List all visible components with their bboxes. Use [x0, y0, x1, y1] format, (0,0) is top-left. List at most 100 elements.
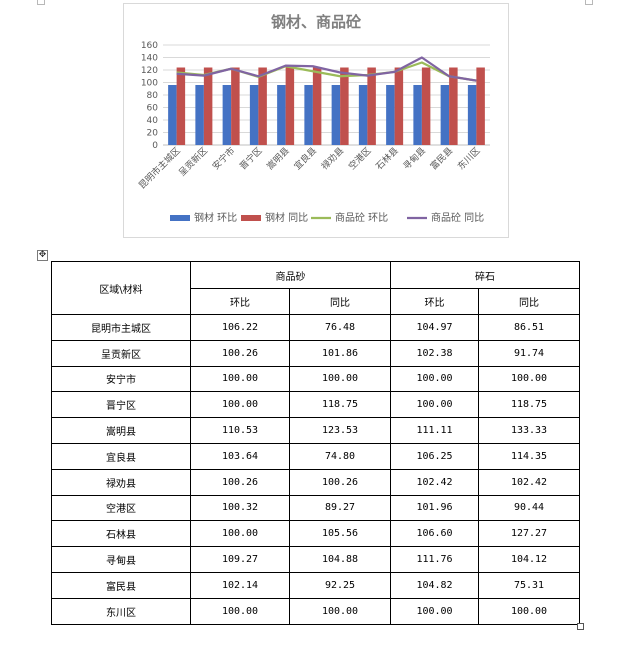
bar-steel-yoy [367, 67, 376, 145]
region-cell: 安宁市 [51, 365, 191, 393]
chart-container[interactable]: 钢材、商品砼 0 20 40 60 80 100 120 140 160 昆明市主城区 呈贡新区安… [123, 3, 509, 238]
legend-swatch [241, 215, 261, 221]
table-row: 东川区 100.00 100.00 100.00 100.00 [51, 597, 580, 625]
region-cell: 禄劝县 [51, 468, 191, 496]
value-cell: 102.42 [390, 468, 479, 496]
table-corner-header: 区域\材料 [51, 261, 191, 315]
x-tick-label: 晋宁区 [237, 145, 265, 173]
region-cell: 石林县 [51, 520, 191, 548]
x-tick-label: 昆明市主城区 [136, 145, 183, 192]
table-row: 空港区 100.32 89.27 101.96 90.44 [51, 494, 580, 522]
value-cell: 74.80 [289, 442, 391, 470]
value-cell: 102.42 [478, 468, 580, 496]
table-group-header-sand: 商品砂 [190, 261, 391, 289]
y-tick-label: 160 [141, 41, 158, 51]
chart-lines [176, 56, 477, 82]
value-cell: 86.51 [478, 314, 580, 341]
y-tick-label: 40 [147, 116, 159, 126]
value-cell: 100.00 [190, 391, 290, 419]
table-subheader: 同比 [289, 288, 391, 315]
y-tick-label: 120 [141, 66, 158, 76]
chart-title: 钢材、商品砼 [271, 13, 362, 31]
value-cell: 102.38 [390, 339, 479, 367]
bar-steel-mom [467, 85, 477, 145]
value-cell: 104.88 [289, 546, 391, 573]
bar-steel-mom [358, 85, 368, 145]
value-cell: 127.27 [478, 520, 580, 548]
bar-steel-yoy [312, 67, 322, 145]
y-tick-label: 80 [147, 91, 159, 101]
chart-legend: 钢材 环比 钢材 同比 商品砼 环比 商品砼 同比 [170, 211, 484, 224]
bar-steel-mom [168, 85, 177, 145]
table-row: 石林县 100.00 105.56 106.60 127.27 [51, 520, 580, 548]
bar-steel-yoy [449, 67, 458, 145]
table-row: 晋宁区 100.00 118.75 100.00 118.75 [51, 391, 580, 419]
value-cell: 90.44 [478, 494, 580, 522]
value-cell: 92.25 [289, 571, 391, 599]
value-cell: 100.00 [190, 520, 290, 548]
table-row: 寻甸县 109.27 104.88 111.76 104.12 [51, 546, 580, 573]
table-move-handle-icon[interactable]: ✥ [37, 250, 48, 261]
value-cell: 111.76 [390, 546, 479, 573]
bar-steel-mom [331, 85, 341, 145]
legend-label: 商品砼 同比 [431, 211, 484, 224]
value-cell: 100.32 [190, 494, 290, 522]
legend-label: 商品砼 环比 [335, 211, 388, 224]
chart-bars [168, 67, 485, 145]
region-cell: 晋宁区 [51, 391, 191, 419]
x-tick-label: 空港区 [346, 145, 374, 173]
value-cell: 100.00 [289, 365, 391, 393]
value-cell: 104.12 [478, 546, 580, 573]
value-cell: 114.35 [478, 442, 580, 470]
x-tick-label: 呈贡新区 [176, 145, 210, 179]
table-row: 安宁市 100.00 100.00 100.00 100.00 [51, 365, 580, 393]
region-cell: 呈贡新区 [51, 339, 191, 367]
table-row: 嵩明县 110.53 123.53 111.11 133.33 [51, 417, 580, 444]
value-cell: 102.14 [190, 571, 290, 599]
value-cell: 101.96 [390, 494, 479, 522]
value-cell: 101.86 [289, 339, 391, 367]
value-cell: 100.00 [190, 597, 290, 625]
x-tick-label: 安宁市 [210, 145, 238, 173]
region-cell: 东川区 [51, 597, 191, 625]
price-index-table: 区域\材料 商品砂 碎石 环比 同比 环比 同比 昆明市主城区 106.22 76.… [51, 261, 580, 625]
value-cell: 100.00 [478, 597, 580, 625]
value-cell: 100.00 [190, 365, 290, 393]
series-line [176, 56, 477, 82]
value-cell: 103.64 [190, 442, 290, 470]
bar-steel-yoy [203, 67, 213, 145]
table-row: 富民县 102.14 92.25 104.82 75.31 [51, 571, 580, 599]
value-cell: 118.75 [478, 391, 580, 419]
bar-steel-yoy [421, 67, 431, 145]
table-row: 呈贡新区 100.26 101.86 102.38 91.74 [51, 339, 580, 367]
bar-steel-mom [386, 85, 395, 145]
bar-steel-mom [222, 85, 232, 145]
y-tick-label: 0 [152, 141, 158, 151]
y-tick-label: 60 [147, 104, 159, 114]
table-subheader: 同比 [478, 288, 580, 315]
value-cell: 104.82 [390, 571, 479, 599]
bar-steel-yoy [285, 67, 295, 145]
x-tick-label: 禄劝县 [319, 145, 347, 173]
value-cell: 100.26 [289, 468, 391, 496]
bar-steel-yoy [176, 67, 186, 145]
bar-steel-yoy [340, 67, 349, 145]
value-cell: 100.00 [390, 597, 479, 625]
x-tick-label: 富民县 [428, 145, 456, 173]
legend-swatch [170, 215, 190, 221]
region-cell: 富民县 [51, 571, 191, 599]
bar-steel-mom [440, 85, 450, 145]
value-cell: 110.53 [190, 417, 290, 444]
value-cell: 75.31 [478, 571, 580, 599]
value-cell: 76.48 [289, 314, 391, 341]
region-cell: 昆明市主城区 [51, 314, 191, 341]
value-cell: 111.11 [390, 417, 479, 444]
region-cell: 空港区 [51, 494, 191, 522]
value-cell: 106.60 [390, 520, 479, 548]
bar-steel-yoy [476, 67, 485, 145]
table-resize-handle[interactable] [577, 623, 584, 630]
region-cell: 寻甸县 [51, 546, 191, 573]
value-cell: 100.00 [478, 365, 580, 393]
bar-steel-yoy [231, 67, 240, 145]
